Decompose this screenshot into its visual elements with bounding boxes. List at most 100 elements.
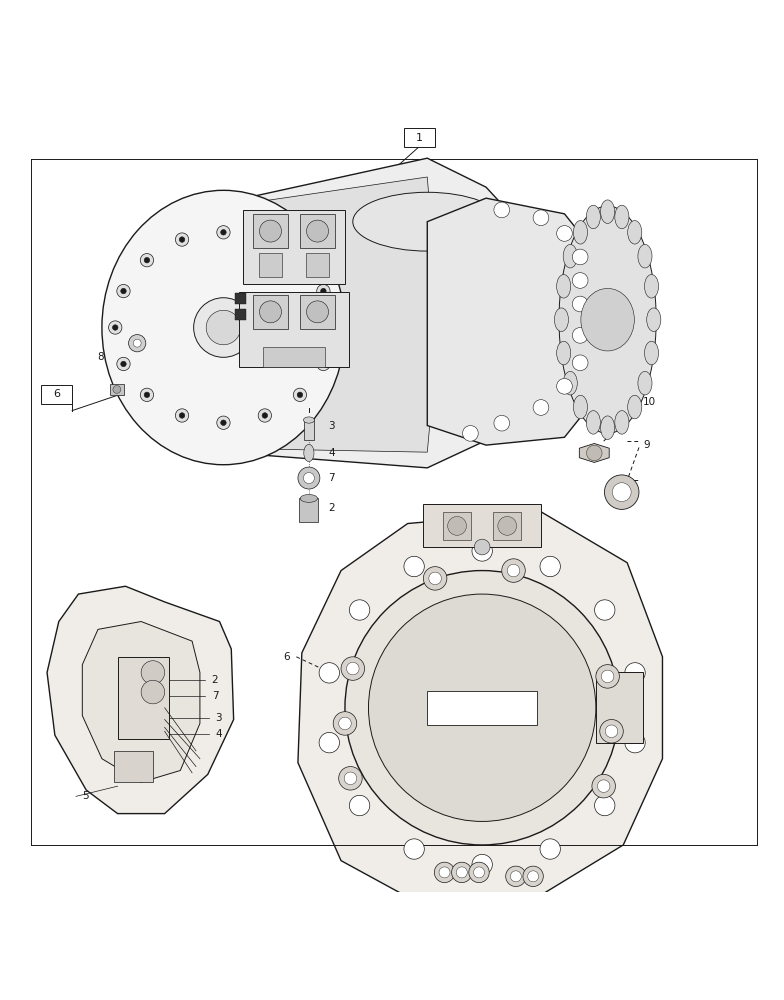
FancyBboxPatch shape	[299, 498, 318, 522]
Circle shape	[108, 321, 122, 334]
Circle shape	[258, 409, 271, 422]
Circle shape	[258, 233, 271, 246]
Circle shape	[319, 732, 339, 753]
Circle shape	[469, 862, 489, 883]
Ellipse shape	[638, 244, 652, 268]
Circle shape	[117, 357, 130, 371]
Circle shape	[605, 725, 618, 738]
Circle shape	[325, 321, 338, 334]
Text: 2: 2	[328, 503, 335, 513]
Text: 4: 4	[328, 448, 335, 458]
Circle shape	[194, 298, 253, 357]
Circle shape	[523, 866, 543, 887]
FancyBboxPatch shape	[427, 691, 537, 725]
Circle shape	[594, 600, 615, 620]
Circle shape	[293, 254, 307, 267]
Circle shape	[180, 237, 185, 242]
Circle shape	[404, 839, 424, 859]
FancyBboxPatch shape	[596, 672, 643, 743]
FancyBboxPatch shape	[41, 385, 72, 404]
Bar	[235, 309, 246, 320]
Circle shape	[601, 670, 614, 683]
Circle shape	[533, 210, 549, 226]
Ellipse shape	[563, 371, 577, 395]
Text: 4: 4	[216, 729, 222, 739]
FancyBboxPatch shape	[404, 128, 435, 147]
Ellipse shape	[559, 206, 656, 433]
Polygon shape	[82, 622, 200, 782]
Text: 7: 7	[328, 473, 335, 483]
Circle shape	[345, 571, 619, 845]
Text: 3: 3	[216, 713, 222, 723]
FancyBboxPatch shape	[300, 295, 335, 329]
Circle shape	[297, 392, 303, 398]
Circle shape	[533, 400, 549, 415]
Ellipse shape	[304, 444, 314, 462]
Circle shape	[597, 780, 610, 792]
Circle shape	[472, 541, 492, 561]
Circle shape	[600, 720, 623, 743]
Circle shape	[140, 388, 154, 402]
FancyBboxPatch shape	[118, 657, 169, 739]
Circle shape	[494, 202, 510, 218]
Text: 5: 5	[82, 791, 89, 801]
Circle shape	[176, 409, 189, 422]
Circle shape	[333, 712, 357, 735]
Circle shape	[216, 416, 230, 429]
Circle shape	[429, 572, 441, 585]
FancyBboxPatch shape	[300, 214, 335, 248]
Polygon shape	[223, 158, 533, 468]
Circle shape	[339, 717, 351, 730]
Ellipse shape	[557, 275, 571, 298]
Circle shape	[319, 663, 339, 683]
Text: 10: 10	[643, 397, 656, 407]
Ellipse shape	[581, 288, 634, 351]
Circle shape	[452, 862, 472, 883]
FancyBboxPatch shape	[304, 420, 314, 440]
Circle shape	[121, 361, 126, 367]
Text: 8: 8	[97, 352, 103, 362]
Circle shape	[317, 357, 330, 371]
Ellipse shape	[628, 221, 642, 244]
Circle shape	[260, 301, 281, 323]
Circle shape	[347, 662, 359, 675]
Circle shape	[528, 871, 539, 882]
Circle shape	[368, 594, 596, 821]
Circle shape	[317, 284, 330, 298]
Text: 9: 9	[643, 440, 649, 450]
Circle shape	[507, 564, 520, 577]
FancyBboxPatch shape	[110, 384, 124, 395]
Ellipse shape	[557, 341, 571, 365]
FancyBboxPatch shape	[243, 210, 345, 284]
Circle shape	[439, 867, 450, 878]
Ellipse shape	[300, 495, 318, 502]
Circle shape	[206, 310, 241, 345]
Text: 6: 6	[53, 389, 60, 399]
Ellipse shape	[647, 308, 661, 331]
Text: 6: 6	[284, 652, 290, 662]
Ellipse shape	[586, 205, 601, 229]
FancyBboxPatch shape	[263, 347, 325, 367]
Circle shape	[117, 284, 130, 298]
FancyBboxPatch shape	[239, 292, 349, 367]
Circle shape	[141, 680, 165, 704]
FancyBboxPatch shape	[253, 214, 288, 248]
Circle shape	[220, 230, 226, 235]
Bar	[235, 293, 246, 304]
Circle shape	[572, 355, 588, 371]
Circle shape	[297, 257, 303, 263]
Text: 3: 3	[328, 421, 335, 431]
Circle shape	[625, 663, 645, 683]
Ellipse shape	[303, 417, 314, 423]
Circle shape	[506, 866, 526, 887]
Circle shape	[592, 774, 615, 798]
Circle shape	[510, 871, 521, 882]
Circle shape	[344, 772, 357, 785]
Circle shape	[113, 325, 118, 330]
Circle shape	[321, 288, 326, 294]
Ellipse shape	[554, 308, 568, 331]
Polygon shape	[427, 198, 596, 445]
Circle shape	[176, 233, 189, 246]
Circle shape	[448, 516, 466, 535]
Ellipse shape	[615, 411, 629, 434]
